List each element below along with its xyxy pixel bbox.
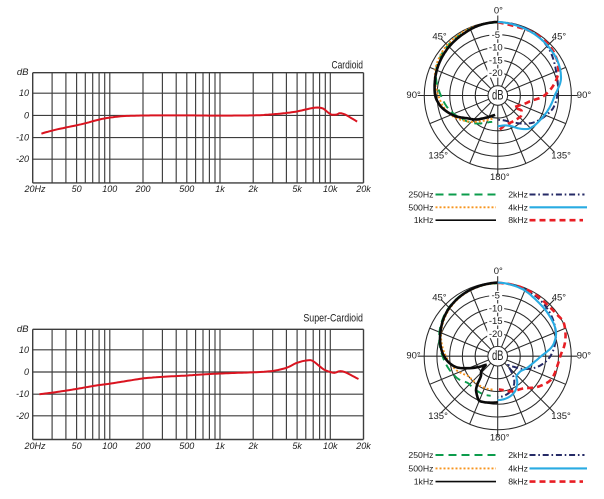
svg-text:135°: 135°: [551, 411, 571, 422]
svg-text:0°: 0°: [494, 266, 503, 277]
svg-text:Super-Cardioid: Super-Cardioid: [303, 313, 363, 325]
svg-text:4kHz: 4kHz: [508, 463, 528, 473]
svg-text:10k: 10k: [323, 184, 338, 194]
svg-text:5k: 5k: [292, 441, 302, 451]
svg-text:2k: 2k: [247, 441, 258, 451]
svg-text:1k: 1k: [215, 184, 225, 194]
svg-text:0: 0: [24, 367, 29, 377]
svg-text:0°: 0°: [494, 5, 503, 16]
svg-text:1kHz: 1kHz: [414, 215, 434, 225]
svg-text:100: 100: [102, 184, 117, 194]
svg-text:-20: -20: [16, 411, 29, 421]
svg-text:135°: 135°: [428, 411, 448, 422]
svg-text:90°: 90°: [406, 351, 421, 362]
svg-text:250Hz: 250Hz: [408, 190, 433, 200]
svg-text:-15: -15: [489, 55, 503, 66]
svg-text:1k: 1k: [215, 441, 225, 451]
svg-text:500Hz: 500Hz: [408, 463, 433, 473]
svg-text:20Hz: 20Hz: [24, 441, 47, 451]
svg-text:90°: 90°: [577, 351, 592, 362]
svg-text:-20: -20: [489, 329, 503, 340]
svg-text:-10: -10: [489, 303, 503, 314]
svg-text:200: 200: [134, 441, 150, 451]
svg-text:4kHz: 4kHz: [508, 202, 528, 212]
svg-text:-10: -10: [16, 389, 29, 399]
svg-text:10: 10: [19, 345, 29, 355]
svg-text:135°: 135°: [428, 150, 448, 161]
svg-text:-10: -10: [489, 43, 503, 54]
svg-text:-20: -20: [489, 68, 503, 79]
svg-text:500: 500: [179, 184, 194, 194]
svg-text:20k: 20k: [355, 441, 371, 451]
svg-text:-10: -10: [16, 133, 29, 143]
svg-text:2kHz: 2kHz: [508, 190, 528, 200]
svg-text:5k: 5k: [292, 184, 302, 194]
svg-text:dB: dB: [17, 324, 29, 335]
svg-text:500: 500: [179, 441, 194, 451]
svg-text:180°: 180°: [490, 433, 510, 444]
svg-text:135°: 135°: [551, 150, 571, 161]
svg-text:-15: -15: [489, 316, 503, 327]
svg-text:180°: 180°: [490, 172, 510, 183]
svg-text:-20: -20: [16, 154, 29, 164]
svg-text:dB: dB: [492, 87, 504, 102]
svg-text:2kHz: 2kHz: [508, 450, 528, 460]
svg-text:20Hz: 20Hz: [24, 184, 47, 194]
svg-text:20k: 20k: [355, 184, 371, 194]
svg-text:45°: 45°: [552, 32, 567, 43]
svg-text:50: 50: [72, 441, 82, 451]
svg-text:Cardioid: Cardioid: [332, 59, 364, 71]
svg-text:dB: dB: [17, 67, 29, 78]
svg-text:2k: 2k: [247, 184, 258, 194]
svg-text:dB: dB: [492, 348, 504, 363]
svg-text:250Hz: 250Hz: [408, 450, 433, 460]
svg-text:90°: 90°: [577, 90, 592, 101]
svg-text:90°: 90°: [406, 90, 421, 101]
svg-text:10: 10: [19, 88, 29, 98]
svg-text:-5: -5: [491, 291, 499, 302]
svg-text:45°: 45°: [552, 292, 567, 303]
svg-text:8kHz: 8kHz: [508, 477, 528, 487]
svg-text:100: 100: [102, 441, 117, 451]
svg-text:8kHz: 8kHz: [508, 215, 528, 225]
svg-text:10k: 10k: [323, 441, 338, 451]
svg-text:1kHz: 1kHz: [414, 477, 434, 487]
svg-text:45°: 45°: [432, 32, 447, 43]
svg-text:50: 50: [72, 184, 82, 194]
svg-text:45°: 45°: [432, 292, 447, 303]
svg-text:-5: -5: [492, 30, 500, 41]
svg-text:0: 0: [24, 110, 29, 120]
svg-text:500Hz: 500Hz: [408, 202, 433, 212]
svg-text:200: 200: [134, 184, 150, 194]
